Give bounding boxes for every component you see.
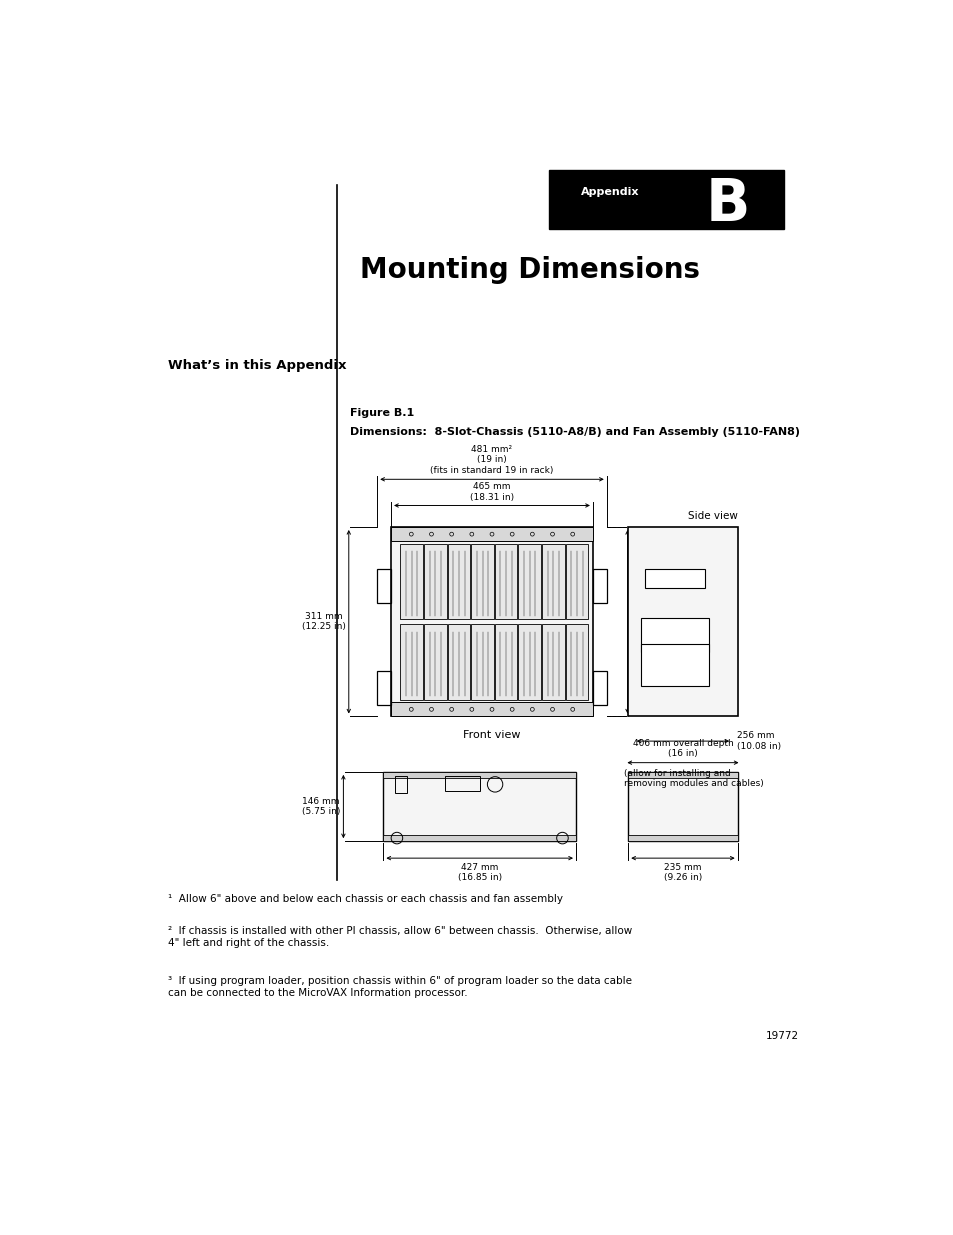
Bar xyxy=(391,527,592,541)
Text: Dimensions:  8-Slot-Chassis (5110-A8/B) and Fan Assembly (5110-FAN8): Dimensions: 8-Slot-Chassis (5110-A8/B) a… xyxy=(350,426,800,436)
Bar xyxy=(383,835,576,841)
Bar xyxy=(517,543,540,620)
Bar xyxy=(383,772,576,841)
Bar xyxy=(423,543,446,620)
Bar xyxy=(447,624,470,700)
Bar xyxy=(391,703,592,716)
Bar xyxy=(628,527,737,716)
Bar xyxy=(548,169,783,228)
Bar xyxy=(640,645,708,687)
Bar xyxy=(565,624,588,700)
Bar xyxy=(541,624,564,700)
Bar xyxy=(391,527,592,716)
Text: 235 mm
(9.26 in): 235 mm (9.26 in) xyxy=(663,863,701,882)
Bar xyxy=(471,543,494,620)
Text: Appendix: Appendix xyxy=(580,186,639,196)
Text: 311 mm
(12.25 in): 311 mm (12.25 in) xyxy=(301,613,345,631)
Text: Front view: Front view xyxy=(463,730,520,740)
Text: Mounting Dimensions: Mounting Dimensions xyxy=(360,256,700,284)
Text: 465 mm
(18.31 in): 465 mm (18.31 in) xyxy=(470,482,514,501)
Bar xyxy=(644,568,704,588)
Bar xyxy=(376,671,391,705)
Text: ¹  Allow 6" above and below each chassis or each chassis and fan assembly: ¹ Allow 6" above and below each chassis … xyxy=(168,894,562,904)
Bar xyxy=(444,776,479,792)
Bar xyxy=(400,624,422,700)
Bar xyxy=(565,543,588,620)
Bar xyxy=(592,671,606,705)
Text: What’s in this Appendix: What’s in this Appendix xyxy=(168,359,346,372)
Bar xyxy=(495,624,517,700)
Text: ²  If chassis is installed with other PI chassis, allow 6" between chassis.  Oth: ² If chassis is installed with other PI … xyxy=(168,926,632,947)
Bar xyxy=(447,543,470,620)
Bar xyxy=(495,543,517,620)
Bar xyxy=(395,776,407,793)
Text: 256 mm
(10.08 in): 256 mm (10.08 in) xyxy=(736,731,781,751)
Bar xyxy=(471,624,494,700)
Text: 427 mm
(16.85 in): 427 mm (16.85 in) xyxy=(457,863,501,882)
Text: 481 mm²
(19 in)
(fits in standard 19 in rack): 481 mm² (19 in) (fits in standard 19 in … xyxy=(430,445,553,474)
Text: (allow for installing and
removing modules and cables): (allow for installing and removing modul… xyxy=(624,769,763,788)
Bar xyxy=(383,772,576,778)
Text: 406 mm¹
(16 in): 406 mm¹ (16 in) xyxy=(630,613,671,631)
Bar xyxy=(376,568,391,603)
Bar xyxy=(592,568,606,603)
Text: Side view: Side view xyxy=(687,511,737,521)
Text: Figure B.1: Figure B.1 xyxy=(350,408,415,419)
Bar xyxy=(628,772,737,841)
Text: 146 mm
(5.75 in): 146 mm (5.75 in) xyxy=(301,797,340,816)
Text: 19772: 19772 xyxy=(765,1031,799,1041)
Text: 406 mm overall depth
(16 in): 406 mm overall depth (16 in) xyxy=(632,739,733,758)
Bar xyxy=(640,618,708,652)
Bar xyxy=(628,835,737,841)
Bar xyxy=(541,543,564,620)
Text: B: B xyxy=(704,177,749,233)
Bar xyxy=(423,624,446,700)
Bar xyxy=(517,624,540,700)
Bar xyxy=(628,772,737,778)
Bar xyxy=(400,543,422,620)
Text: ³  If using program loader, position chassis within 6" of program loader so the : ³ If using program loader, position chas… xyxy=(168,976,631,998)
